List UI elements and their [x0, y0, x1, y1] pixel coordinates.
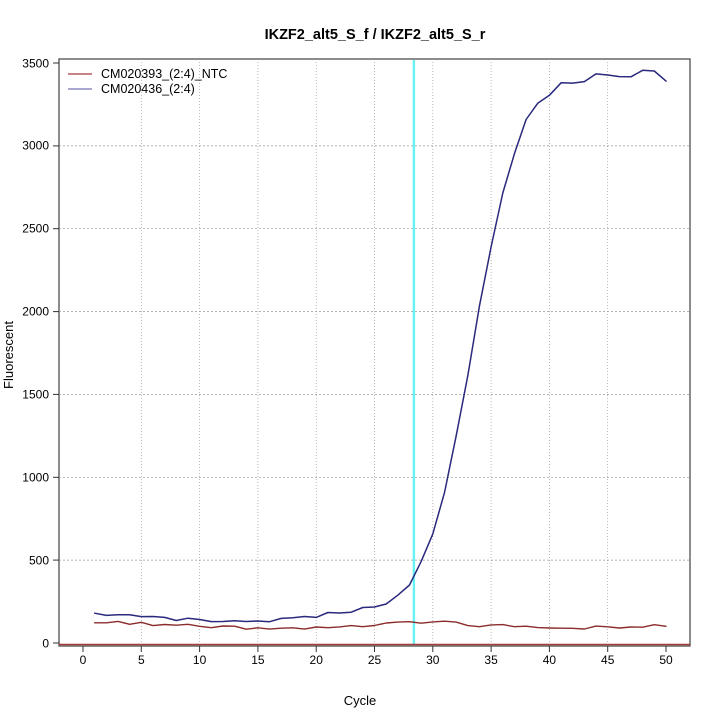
- svg-text:3500: 3500: [22, 57, 49, 71]
- svg-text:3000: 3000: [22, 139, 49, 153]
- svg-text:0: 0: [80, 653, 87, 667]
- svg-text:10: 10: [193, 653, 207, 667]
- svg-text:1500: 1500: [22, 388, 49, 402]
- svg-text:0: 0: [42, 637, 49, 651]
- svg-text:500: 500: [29, 554, 49, 568]
- svg-text:50: 50: [659, 653, 673, 667]
- svg-text:CM020436_(2:4): CM020436_(2:4): [101, 82, 195, 96]
- svg-text:40: 40: [543, 653, 557, 667]
- svg-text:15: 15: [251, 653, 265, 667]
- svg-text:25: 25: [368, 653, 382, 667]
- svg-text:20: 20: [310, 653, 324, 667]
- svg-text:2500: 2500: [22, 222, 49, 236]
- svg-text:1000: 1000: [22, 471, 49, 485]
- svg-text:45: 45: [601, 653, 615, 667]
- svg-text:CM020393_(2:4)_NTC: CM020393_(2:4)_NTC: [101, 67, 227, 81]
- svg-text:35: 35: [484, 653, 498, 667]
- svg-text:30: 30: [426, 653, 440, 667]
- svg-text:5: 5: [138, 653, 145, 667]
- svg-text:2000: 2000: [22, 305, 49, 319]
